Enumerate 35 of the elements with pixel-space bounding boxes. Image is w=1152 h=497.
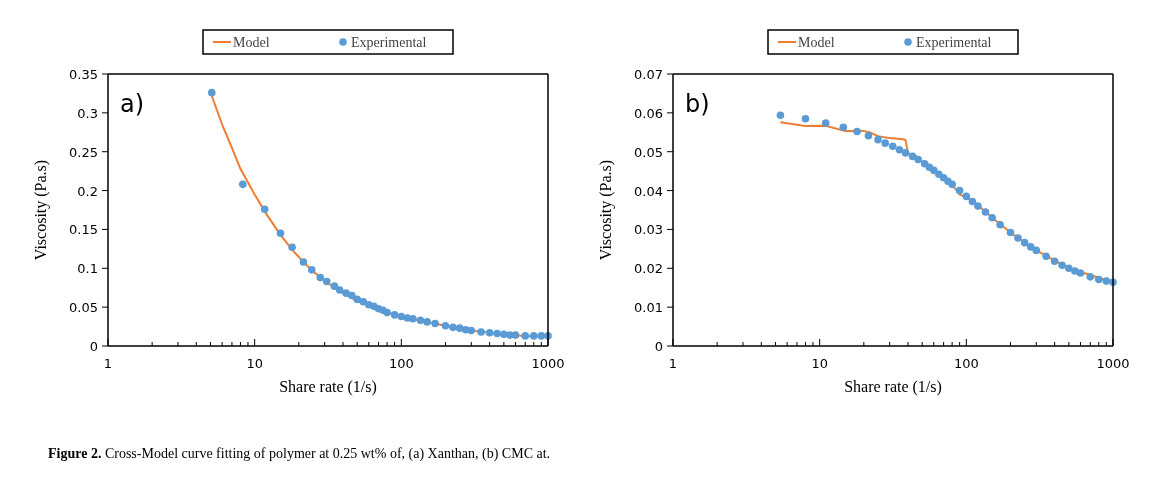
x-axis-title: Share rate (1/s) bbox=[279, 378, 377, 396]
y-tick-label: 0.35 bbox=[69, 67, 98, 82]
y-tick-label: 0.06 bbox=[634, 105, 663, 121]
y-tick-label: 0.02 bbox=[634, 261, 663, 277]
y-tick-label: 0.03 bbox=[634, 222, 663, 238]
x-axis-title: Share rate (1/s) bbox=[844, 378, 942, 396]
y-axis-title: Viscosity (Pa.s) bbox=[597, 159, 615, 261]
y-tick-label: 0.04 bbox=[634, 183, 663, 199]
x-tick-label: 100 bbox=[388, 356, 414, 371]
y-axis-title: Viscosity (Pa.s) bbox=[32, 159, 50, 261]
y-tick-label: 0.07 bbox=[634, 67, 663, 82]
x-tick-label: 1000 bbox=[1096, 356, 1130, 371]
y-tick-label: 0.25 bbox=[69, 144, 98, 160]
y-tick-label: 0.1 bbox=[77, 261, 98, 277]
legend-label: Model bbox=[798, 35, 835, 50]
x-tick-label: 100 bbox=[953, 356, 979, 371]
x-tick-label: 1 bbox=[103, 356, 113, 371]
x-tick-label: 1 bbox=[668, 356, 678, 371]
caption: Figure 2. Cross-Model curve fitting of polymer at 0.25 wt% of, (a) Xanthan, (b) CMC at. bbox=[48, 446, 551, 462]
legend-label: Model bbox=[233, 35, 270, 50]
x-tick-label: 10 bbox=[246, 356, 263, 371]
y-tick-label: 0.05 bbox=[634, 144, 663, 160]
y-tick-label: 0.01 bbox=[634, 300, 663, 316]
y-tick-label: 0.15 bbox=[69, 222, 98, 238]
annotation: b) bbox=[685, 90, 710, 118]
x-tick-label: 1000 bbox=[531, 356, 565, 371]
y-tick-label: 0.2 bbox=[77, 183, 98, 199]
y-tick-label: 0 bbox=[89, 339, 98, 354]
y-tick-label: 0.3 bbox=[77, 105, 98, 121]
y-tick-label: 0.05 bbox=[69, 300, 98, 316]
legend-label: Experimental bbox=[916, 35, 992, 50]
y-tick-label: 0 bbox=[654, 339, 663, 354]
x-tick-label: 10 bbox=[811, 356, 828, 371]
legend-label: Experimental bbox=[351, 35, 427, 50]
annotation: a) bbox=[120, 90, 145, 118]
